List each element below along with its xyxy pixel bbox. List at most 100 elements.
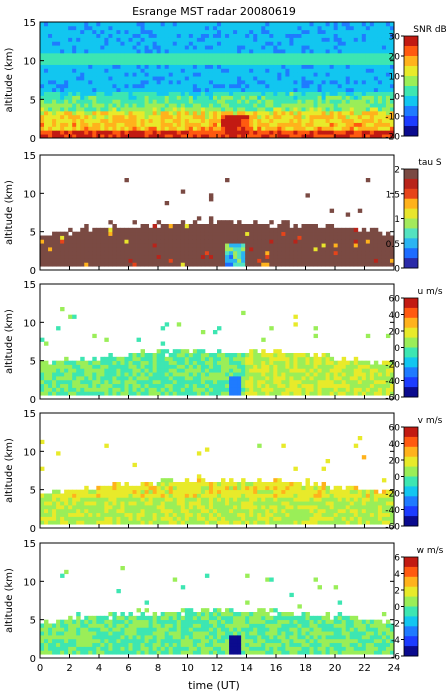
SNR-cell <box>362 99 366 103</box>
SNR-cell <box>84 126 88 130</box>
tau-cell <box>52 251 56 255</box>
SNR-cell <box>318 61 322 65</box>
SNR-cell <box>60 95 64 99</box>
SNR-cell <box>181 95 185 99</box>
u-cell <box>301 357 305 361</box>
u-cell <box>241 353 245 357</box>
u-cell <box>358 380 362 384</box>
SNR-cell <box>378 68 382 72</box>
SNR-cell <box>157 119 161 123</box>
SNR-cell <box>84 53 88 57</box>
u-cell <box>253 349 257 353</box>
u-cell <box>165 388 169 392</box>
tau-cell <box>342 236 346 240</box>
v-cell <box>112 501 116 505</box>
SNR-cell <box>88 22 92 26</box>
SNR-cell <box>310 26 314 30</box>
u-cell <box>378 376 382 380</box>
SNR-cell <box>289 123 293 127</box>
tau-cell <box>257 236 261 240</box>
v-cell <box>116 505 120 509</box>
SNR-cell <box>334 72 338 76</box>
SNR-cell <box>366 111 370 115</box>
SNR-cell <box>257 61 261 65</box>
u-cell <box>40 372 44 376</box>
SNR-cell <box>281 80 285 84</box>
SNR-cell <box>310 53 314 57</box>
u-cell <box>80 388 84 392</box>
SNR-cell <box>68 53 72 57</box>
tau-cell <box>265 243 269 247</box>
SNR-cell <box>322 115 326 119</box>
SNR-cell <box>374 111 378 115</box>
SNR-cell <box>217 30 221 34</box>
SNR-cell <box>374 57 378 61</box>
u-cell <box>177 368 181 372</box>
SNR-cell <box>72 53 76 57</box>
tau-cell <box>80 239 84 243</box>
u-cell <box>273 391 277 395</box>
u-cell <box>334 365 338 369</box>
tau-cell <box>382 262 386 266</box>
SNR-cell <box>370 22 374 26</box>
SNR-cell <box>285 57 289 61</box>
v-cell <box>112 505 116 509</box>
SNR-cell <box>112 95 116 99</box>
u-cell <box>197 361 201 365</box>
v-cell <box>108 517 112 521</box>
v-cell <box>56 501 60 505</box>
SNR-cell <box>326 119 330 123</box>
SNR-cell <box>306 68 310 72</box>
SNR-cell <box>237 111 241 115</box>
SNR-cell <box>297 37 301 41</box>
SNR-cell <box>370 65 374 69</box>
SNR-cell <box>124 72 128 76</box>
SNR-cell <box>120 30 124 34</box>
tau-cell <box>60 236 64 240</box>
SNR-cell <box>289 84 293 88</box>
SNR-cell <box>346 76 350 80</box>
tau-cell <box>342 243 346 247</box>
v-cell <box>137 520 141 524</box>
SNR-cell <box>88 107 92 111</box>
SNR-cell <box>334 34 338 38</box>
SNR-cell <box>326 57 330 61</box>
SNR-cell <box>217 115 221 119</box>
SNR-cell <box>310 45 314 49</box>
SNR-cell <box>116 53 120 57</box>
SNR-cell <box>185 84 189 88</box>
SNR-cell <box>80 30 84 34</box>
v-cell <box>108 486 112 490</box>
u-cell <box>269 353 273 357</box>
tau-cell <box>124 251 128 255</box>
SNR-cell <box>306 119 310 123</box>
SNR-cell <box>285 95 289 99</box>
SNR-cell <box>44 130 48 134</box>
tau-cell <box>358 262 362 266</box>
SNR-cell <box>269 115 273 119</box>
tau-cell <box>108 220 112 224</box>
u-cell <box>161 391 165 395</box>
u-cell <box>64 357 68 361</box>
SNR-cell <box>213 61 217 65</box>
tau-cell <box>261 232 265 236</box>
u-cell <box>120 372 124 376</box>
tau-cell <box>181 247 185 251</box>
SNR-cell <box>48 41 52 45</box>
SNR-cell <box>285 37 289 41</box>
SNR-cell <box>100 26 104 30</box>
SNR-cell <box>44 22 48 26</box>
u-cell <box>293 384 297 388</box>
SNR-cell <box>229 111 233 115</box>
SNR-cell <box>382 107 386 111</box>
tau-cell <box>177 239 181 243</box>
SNR-cell <box>362 57 366 61</box>
u-cell <box>285 361 289 365</box>
SNR-cell <box>277 53 281 57</box>
tau-cell <box>48 239 52 243</box>
v-cell <box>116 490 120 494</box>
tau-cell <box>100 251 104 255</box>
u-cell <box>229 357 233 361</box>
SNR-cell <box>112 37 116 41</box>
SNR-cell <box>181 65 185 69</box>
